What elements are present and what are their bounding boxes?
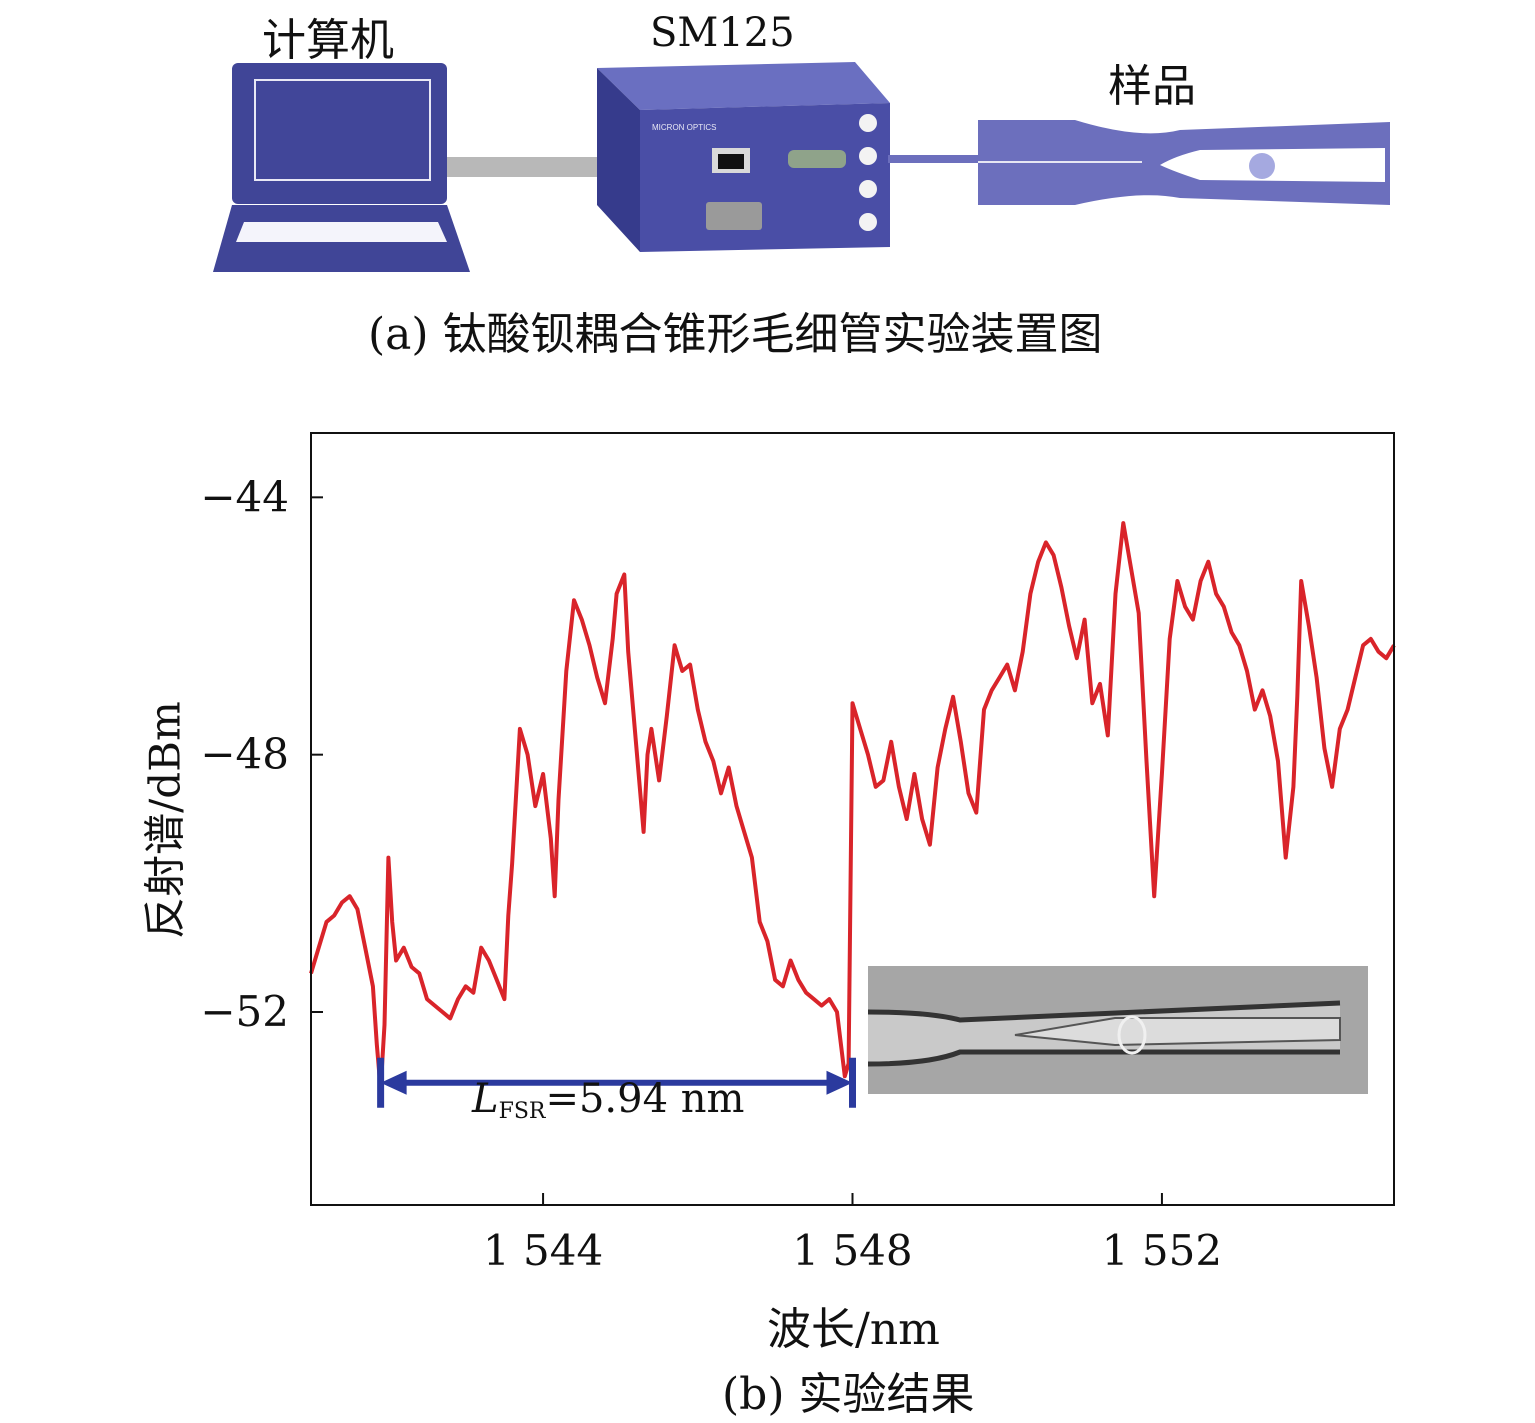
sm125-device-icon bbox=[597, 62, 890, 252]
x-tick-label: 1 548 bbox=[792, 1226, 912, 1275]
y-tick-label: −52 bbox=[200, 987, 289, 1036]
data-cable bbox=[447, 157, 602, 177]
capillary-sample-icon bbox=[978, 120, 1390, 205]
sample-label: 样品 bbox=[1108, 61, 1196, 112]
reflection-spectrum-line bbox=[309, 521, 1396, 1092]
fiber-cable bbox=[888, 155, 983, 163]
x-axis-label: 波长/nm bbox=[767, 1304, 940, 1355]
device-label: SM125 bbox=[650, 10, 795, 56]
fsr-annotation-label: LFSR=5.94 nm bbox=[472, 1076, 744, 1124]
x-tick-label: 1 544 bbox=[483, 1226, 603, 1275]
fsr-symbol: L bbox=[472, 1076, 499, 1122]
fsr-value: =5.94 nm bbox=[545, 1076, 745, 1122]
computer-label: 计算机 bbox=[262, 15, 394, 66]
y-axis-label: 反射谱/dBm bbox=[140, 701, 190, 939]
fsr-subscript: FSR bbox=[498, 1099, 546, 1124]
fsr-arrowhead-left bbox=[380, 1070, 407, 1095]
capillary-photo-inset bbox=[867, 966, 1368, 1094]
fsr-arrowhead-right bbox=[826, 1070, 853, 1095]
x-tick-label: 1 552 bbox=[1102, 1226, 1222, 1275]
y-tick-label: −44 bbox=[200, 472, 289, 521]
setup-diagram: MICRON OPTICS bbox=[213, 62, 1390, 272]
laptop-icon bbox=[213, 63, 470, 272]
device-brand-text: MICRON OPTICS bbox=[652, 123, 716, 132]
setup-caption: (a) 钛酸钡耦合锥形毛细管实验装置图 bbox=[368, 309, 1103, 360]
chart-caption: (b) 实验结果 bbox=[722, 1369, 975, 1420]
y-tick-label: −48 bbox=[200, 730, 289, 779]
